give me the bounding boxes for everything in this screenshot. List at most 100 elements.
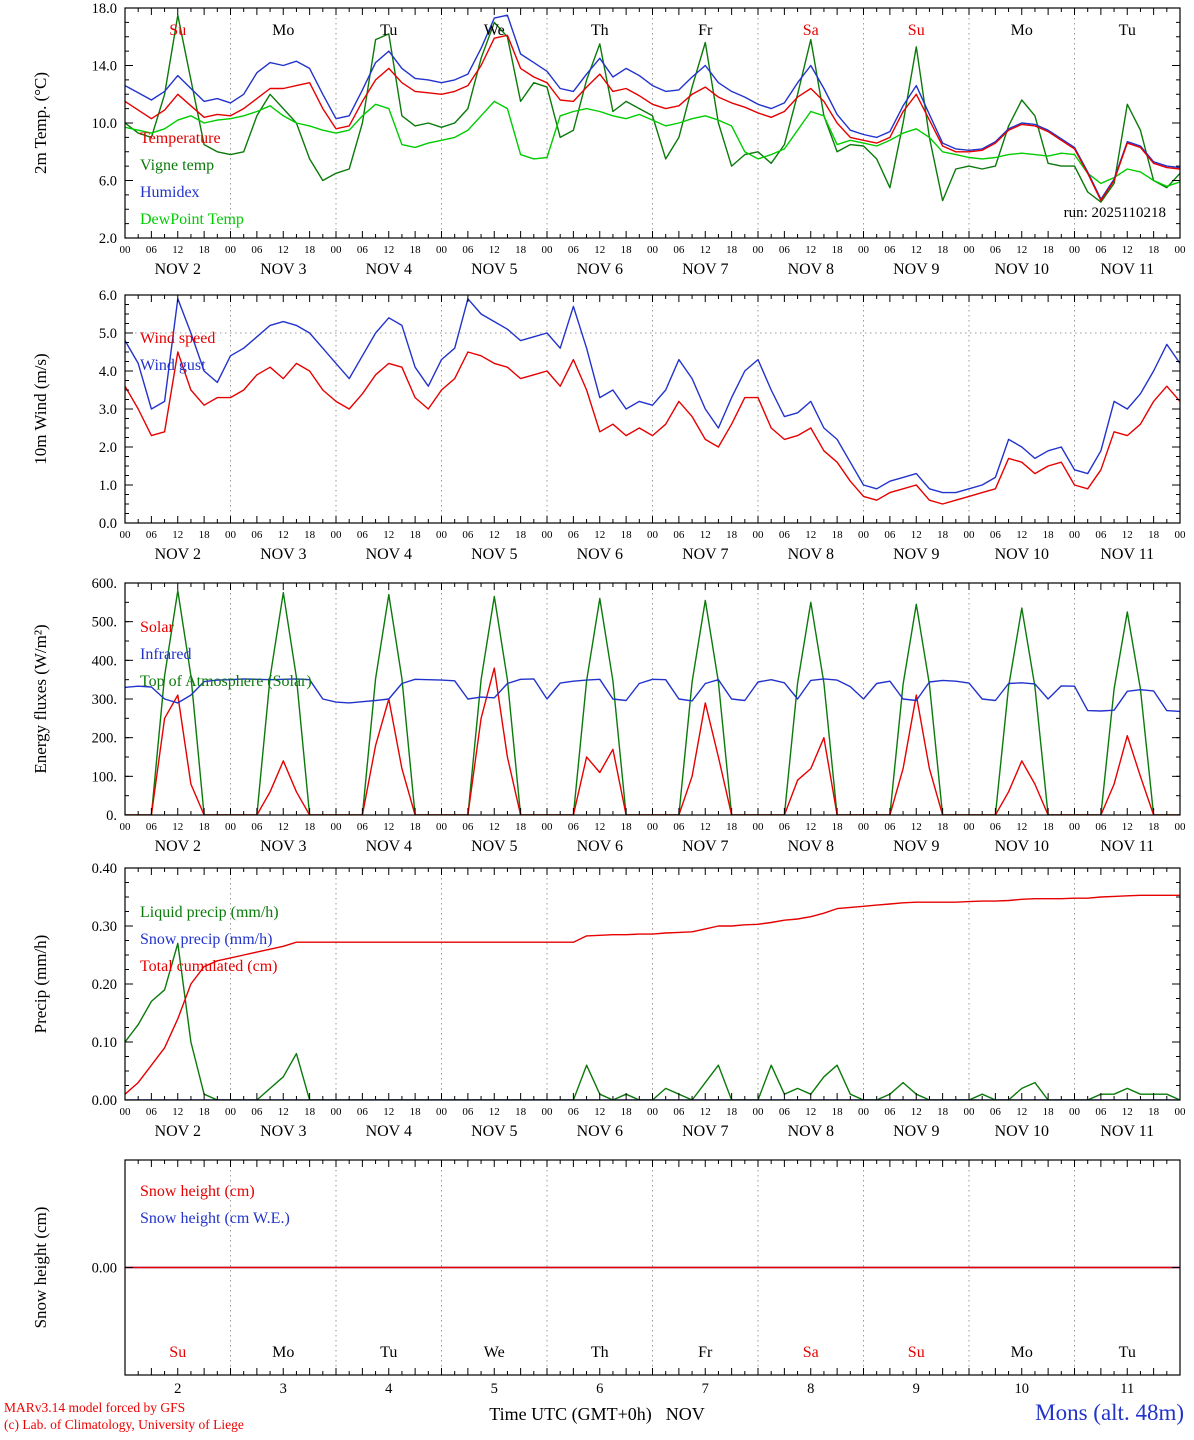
svg-text:0.0: 0.0 [99, 516, 117, 532]
lab-credit: (c) Lab. of Climatology, University of L… [4, 1417, 244, 1432]
svg-text:18: 18 [726, 529, 738, 541]
svg-text:18: 18 [621, 529, 633, 541]
svg-text:12: 12 [489, 529, 500, 541]
svg-text:0.00: 0.00 [92, 1093, 117, 1109]
svg-text:10m Wind (m/s): 10m Wind (m/s) [31, 353, 50, 464]
svg-text:18.0: 18.0 [92, 1, 117, 17]
svg-text:00: 00 [331, 529, 343, 541]
series-vigne-temp [125, 14, 1180, 203]
svg-text:2m Temp. (°C): 2m Temp. (°C) [31, 72, 50, 174]
svg-text:Top of Atmosphere (Solar): Top of Atmosphere (Solar) [140, 673, 312, 690]
svg-text:0.30: 0.30 [92, 919, 117, 935]
svg-text:NOV 4: NOV 4 [366, 261, 412, 278]
svg-text:DewPoint Temp: DewPoint Temp [140, 211, 244, 228]
svg-text:Wind speed: Wind speed [140, 330, 215, 347]
svg-text:18: 18 [726, 821, 738, 833]
svg-text:12: 12 [1122, 821, 1133, 833]
svg-text:8: 8 [807, 1381, 814, 1397]
svg-text:00: 00 [753, 821, 765, 833]
svg-text:12: 12 [172, 529, 183, 541]
svg-text:Vigne temp: Vigne temp [140, 157, 214, 174]
svg-text:Fr: Fr [698, 22, 713, 39]
svg-text:12: 12 [383, 529, 394, 541]
svg-text:NOV 8: NOV 8 [788, 1123, 834, 1140]
panel-flux: 600.500.400.300.200.100.0.00 06 12 18 00 06 12… [31, 576, 1186, 855]
svg-text:06: 06 [779, 244, 791, 256]
series-humidex [125, 14, 1180, 200]
svg-text:18: 18 [832, 529, 844, 541]
footer-credits: MARv3.14 model forced by GFS (c) Lab. of… [4, 1399, 244, 1433]
svg-text:18: 18 [199, 821, 211, 833]
svg-text:12: 12 [489, 1106, 500, 1118]
svg-text:00: 00 [436, 1106, 448, 1118]
svg-text:4: 4 [385, 1381, 393, 1397]
svg-text:Solar: Solar [140, 619, 174, 636]
svg-text:06: 06 [462, 244, 474, 256]
svg-text:Mo: Mo [1011, 1344, 1033, 1361]
svg-text:18: 18 [832, 1106, 844, 1118]
svg-text:NOV 3: NOV 3 [260, 1123, 306, 1140]
svg-text:18: 18 [199, 529, 211, 541]
svg-text:12: 12 [383, 1106, 394, 1118]
svg-text:6.0: 6.0 [99, 174, 117, 190]
svg-text:4.0: 4.0 [99, 364, 117, 380]
svg-text:Energy fluxes (W/m²): Energy fluxes (W/m²) [31, 624, 50, 773]
svg-text:18: 18 [1148, 1106, 1160, 1118]
svg-text:300.: 300. [92, 692, 117, 708]
svg-text:18: 18 [410, 821, 422, 833]
station-label: Mons (alt. 48m) [1035, 1400, 1184, 1425]
svg-text:12: 12 [383, 244, 394, 256]
svg-text:18: 18 [515, 1106, 527, 1118]
svg-text:12: 12 [700, 529, 711, 541]
svg-text:12: 12 [278, 1106, 289, 1118]
svg-text:06: 06 [673, 529, 685, 541]
svg-text:06: 06 [990, 244, 1002, 256]
svg-text:Su: Su [169, 22, 186, 39]
svg-text:NOV 6: NOV 6 [577, 546, 623, 563]
svg-text:00: 00 [331, 244, 343, 256]
svg-text:6: 6 [596, 1381, 603, 1397]
svg-text:06: 06 [568, 821, 580, 833]
svg-text:06: 06 [990, 529, 1002, 541]
model-credit: MARv3.14 model forced by GFS [4, 1400, 186, 1415]
svg-text:06: 06 [251, 529, 263, 541]
svg-text:18: 18 [199, 1106, 211, 1118]
svg-text:12: 12 [911, 821, 922, 833]
svg-text:06: 06 [884, 244, 896, 256]
svg-text:12: 12 [278, 821, 289, 833]
svg-text:06: 06 [462, 529, 474, 541]
svg-text:18: 18 [304, 244, 316, 256]
svg-text:06: 06 [884, 1106, 896, 1118]
svg-text:14.0: 14.0 [92, 59, 117, 75]
svg-text:00: 00 [1069, 529, 1081, 541]
svg-text:2.0: 2.0 [99, 440, 117, 456]
svg-text:Snow height (cm): Snow height (cm) [31, 1207, 50, 1329]
svg-text:12: 12 [172, 1106, 183, 1118]
svg-text:12: 12 [805, 1106, 816, 1118]
svg-text:NOV 9: NOV 9 [893, 838, 939, 855]
svg-text:00: 00 [964, 529, 976, 541]
svg-text:Su: Su [908, 22, 925, 39]
svg-text:NOV 10: NOV 10 [995, 1123, 1049, 1140]
svg-text:0.20: 0.20 [92, 977, 117, 993]
svg-text:12: 12 [700, 244, 711, 256]
svg-text:9: 9 [913, 1381, 920, 1397]
svg-text:Tu: Tu [1119, 1344, 1136, 1361]
svg-text:NOV 7: NOV 7 [682, 1123, 728, 1140]
svg-text:Snow height (cm W.E.): Snow height (cm W.E.) [140, 1210, 290, 1227]
svg-text:3: 3 [280, 1381, 287, 1397]
svg-text:12: 12 [700, 1106, 711, 1118]
svg-text:06: 06 [251, 1106, 263, 1118]
svg-text:NOV 4: NOV 4 [366, 546, 412, 563]
svg-text:00: 00 [120, 529, 132, 541]
svg-text:06: 06 [357, 244, 369, 256]
svg-text:Mo: Mo [1011, 22, 1033, 39]
svg-text:12: 12 [805, 244, 816, 256]
svg-text:06: 06 [357, 1106, 369, 1118]
svg-text:00: 00 [542, 821, 554, 833]
series-temperature [125, 34, 1180, 202]
svg-text:00: 00 [964, 821, 976, 833]
svg-text:00: 00 [858, 244, 870, 256]
svg-text:NOV 5: NOV 5 [471, 546, 517, 563]
